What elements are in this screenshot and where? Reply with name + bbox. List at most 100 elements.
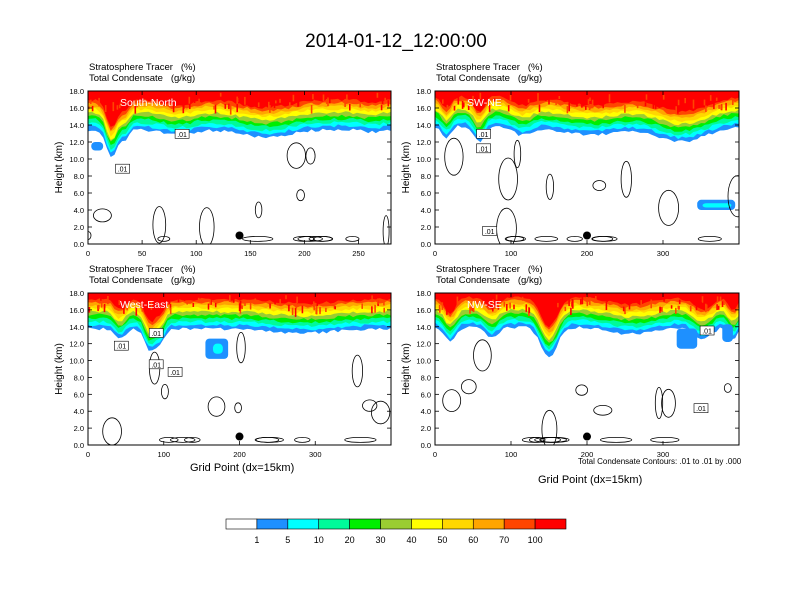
panel-3-tracer-speckle (118, 300, 121, 305)
panel-4-title: NW-SE (467, 299, 502, 311)
panel-2-tracer-speckle (493, 98, 496, 102)
panel-1-tracer-speckle (228, 103, 230, 110)
panel-4-tracer-level-10 (435, 293, 739, 328)
panel-2-tracer-speckle (555, 101, 557, 105)
panel-2-tracer-speckle (679, 102, 682, 109)
panel-1-tracer-speckle (346, 94, 348, 102)
panel-2-tracer-speckle (589, 104, 592, 109)
colorbar-swatch (503, 518, 536, 530)
panel-1-frame (87, 90, 392, 245)
y-tick-label: 2.0 (74, 223, 84, 232)
panel-4-tracer-patch (676, 328, 698, 349)
y-tick-label: 16.0 (69, 306, 84, 315)
panel-1-tracer-speckle (246, 94, 249, 100)
panel-3-tracer-speckle (126, 305, 128, 311)
panel-4-tracer-speckle (599, 295, 601, 300)
panel-4-condensate-contours (442, 339, 732, 445)
condensate-contour (697, 235, 722, 242)
panel-1-tracer-speckle (214, 104, 217, 114)
panel-3-tracer-speckle (192, 303, 195, 307)
condensate-contour (286, 142, 306, 169)
panel-2-tracer-speckle (636, 102, 639, 109)
panel-1-tracer-speckle (319, 94, 322, 99)
colorbar-swatch (225, 518, 258, 530)
contour-label: .01 (177, 132, 187, 139)
y-tick-label: 14.0 (69, 121, 84, 130)
panel-2-tracer-speckle (709, 95, 712, 101)
y-tick-label: 10.0 (416, 357, 431, 366)
contour-label-box (693, 403, 709, 414)
contour-label-box (699, 325, 715, 336)
panel-1-tracer-speckle (118, 104, 121, 109)
panel-3-tracer-speckle (183, 294, 186, 301)
panel-3-tracer-speckle (141, 307, 144, 312)
x-tick-label: 100 (505, 249, 518, 258)
x-tick-label: 200 (298, 249, 311, 258)
x-tick-label: 250 (352, 249, 365, 258)
panel-4-tracer-speckle (605, 302, 608, 310)
condensate-contour (592, 180, 607, 191)
colorbar-swatch (318, 518, 350, 530)
condensate-contour (184, 436, 201, 443)
panel-3-tracer-level-10 (88, 293, 391, 323)
panel-4-tracer-speckle (695, 305, 698, 311)
y-tick-label: 16.0 (416, 104, 431, 113)
panel-2-tracer-speckle (545, 95, 547, 101)
colorbar-swatch (380, 518, 412, 530)
colorbar-label: 70 (499, 535, 509, 545)
panel-3-tracer-speckle (238, 303, 241, 312)
contour-label: .01 (116, 344, 126, 351)
panel-1-tracer-speckle (116, 105, 119, 110)
panel-2-tracer-speckle (675, 106, 677, 114)
panel-3-tracer-speckle (103, 304, 106, 308)
panel-3-tracer-speckle (244, 299, 246, 306)
condensate-contour (152, 206, 167, 244)
y-tick-label: 4.0 (421, 206, 431, 215)
panel-4-tracer-speckle (446, 307, 448, 315)
y-tick-label: 2.0 (421, 424, 431, 433)
panel-4-tracer-speckle (717, 305, 720, 310)
y-tick-label: 6.0 (74, 189, 84, 198)
y-tick-label: 6.0 (74, 390, 84, 399)
panel-2-tracer-speckle (602, 101, 604, 109)
panel-4-tracer-speckle (586, 295, 588, 300)
contour-label-box (476, 129, 491, 139)
condensate-contour (442, 389, 462, 413)
contour-label: .01 (151, 362, 161, 369)
panel-2-tracer-speckle (692, 99, 695, 109)
panel-3-tracer-speckle (168, 295, 171, 305)
condensate-contour (254, 436, 284, 443)
colorbar-swatch (411, 518, 443, 530)
panel-1-tracer-speckle (188, 96, 191, 104)
x-tick-label: 300 (657, 249, 670, 258)
panel-2-tracer-patch (702, 203, 732, 208)
panel-1-tracer-speckle (313, 99, 315, 105)
panel-1-tracer-speckle (183, 102, 185, 109)
panel-4-tracer-speckle (509, 302, 511, 309)
panel-1-tracer-speckle (384, 97, 386, 102)
panel-2-tracer-speckle (625, 93, 628, 99)
panel-4-tracer-speckle (675, 307, 677, 314)
y-tick-label: 12.0 (416, 340, 431, 349)
condensate-contour (541, 409, 558, 445)
panel-3-tracer-speckle (305, 297, 307, 303)
panel-2-tracer-speckle (677, 99, 680, 106)
x-tick-label: 300 (657, 450, 670, 459)
condensate-contour (297, 235, 323, 242)
y-tick-label: 14.0 (69, 323, 84, 332)
colorbar-swatch (349, 518, 381, 530)
panel-1-tracer-speckle (359, 103, 361, 108)
panel-1-tracer-speckle (331, 93, 334, 100)
condensate-contour (88, 231, 92, 240)
panel-2-tracer-speckle (446, 104, 449, 110)
panel-1-tracer-speckle (172, 104, 175, 113)
condensate-contour (312, 235, 334, 242)
panel-1-tracer-speckle (349, 103, 351, 111)
contour-label: .01 (702, 329, 712, 336)
x-tick-label: 50 (138, 249, 146, 258)
panel-2-tracer-speckle (713, 102, 715, 109)
panel-3-tracer-speckle (209, 299, 212, 305)
colorbar-label: 40 (406, 535, 416, 545)
condensate-contour (513, 139, 522, 169)
y-tick-label: 2.0 (74, 424, 84, 433)
